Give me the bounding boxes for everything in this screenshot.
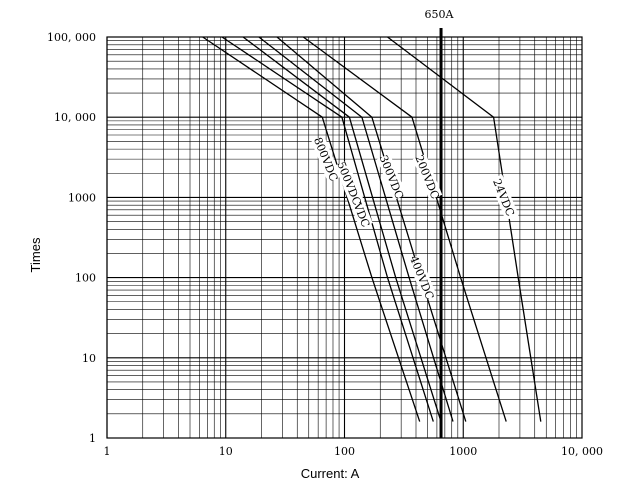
reference-line-label: 650A: [425, 8, 455, 21]
curve-label-background: [377, 153, 407, 200]
x-tick-label: 10, 000: [561, 445, 603, 458]
reference-line-group: 650A: [425, 8, 455, 438]
y-tick-label: 10: [82, 352, 96, 365]
grid-minor-lines: [107, 37, 582, 438]
y-tick-label: 100, 000: [47, 31, 96, 44]
series-line-800vdc: [202, 36, 421, 422]
series-line-400vdc: [258, 36, 454, 422]
curve-label-background: [311, 136, 341, 183]
plot-frame: [106, 36, 583, 439]
curve-label-500vdc: 500VDC: [334, 160, 363, 208]
x-tick-label: 100: [334, 445, 355, 458]
curve-label-background: [412, 153, 443, 200]
y-tick-label: 1000: [68, 191, 96, 204]
curve-label-300vdc: 300VDC: [377, 153, 406, 201]
x-tick-labels: 1 10 100 1000 10, 000: [104, 445, 604, 458]
x-tick-label: 1: [104, 445, 111, 458]
y-axis-title: Times: [28, 237, 43, 272]
y-tick-label: 10, 000: [54, 111, 96, 124]
x-axis-title: Current: A: [301, 466, 360, 481]
curve-label-background: [407, 254, 437, 301]
series-line-600vdc: [221, 36, 434, 422]
series-line-500vdc: [242, 36, 442, 422]
x-tick-label: 10: [219, 445, 233, 458]
curve-label-background: [489, 174, 519, 221]
y-tick-labels: 1 10 100 1000 10, 000 100, 000: [47, 31, 96, 445]
x-tick-label: 1000: [449, 445, 477, 458]
y-tick-label: 1: [89, 432, 96, 445]
series-line-200vdc: [302, 36, 507, 422]
curve-label-background: [334, 160, 365, 207]
y-tick-label: 100: [75, 272, 96, 285]
curve-label-200vdc: 200VDC: [412, 153, 441, 201]
